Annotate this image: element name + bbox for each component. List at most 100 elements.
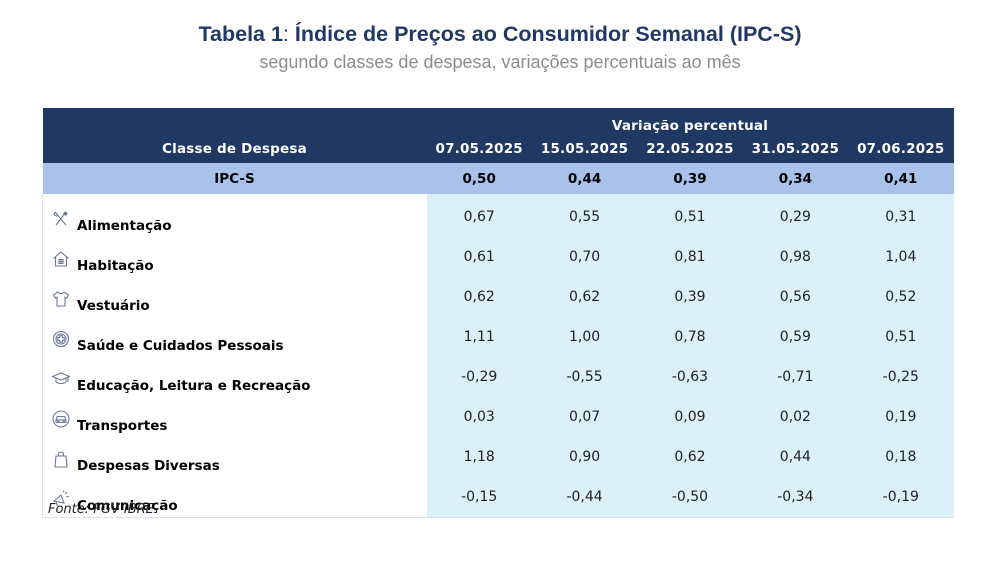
shirt-icon	[51, 289, 71, 311]
row-value: 0,29	[742, 197, 849, 237]
row-label-cell: Habitação	[42, 237, 427, 277]
row-value: 0,67	[426, 197, 532, 237]
table-row: Transportes 0,03 0,07 0,09 0,02 0,19	[42, 397, 954, 437]
row-value: 0,07	[531, 397, 638, 437]
shopping-bag-icon	[51, 449, 71, 471]
header-empty-cell	[42, 108, 427, 134]
row-value: 0,61	[426, 237, 532, 277]
row-value: 0,51	[637, 197, 743, 237]
date-header: 07.06.2025	[848, 134, 954, 163]
row-value: 0,56	[742, 277, 849, 317]
car-icon	[51, 409, 71, 431]
spacer-cell	[637, 194, 743, 197]
row-value: -0,19	[848, 477, 954, 518]
date-header: 15.05.2025	[531, 134, 638, 163]
row-value: -0,71	[742, 357, 849, 397]
row-value: 0,62	[637, 437, 743, 477]
row-value: -0,29	[426, 357, 532, 397]
row-value: -0,34	[742, 477, 849, 518]
cutlery-icon	[51, 209, 71, 231]
row-value: -0,50	[637, 477, 743, 518]
row-value: 1,11	[426, 317, 532, 357]
row-value: 0,44	[742, 437, 849, 477]
table-subtitle: segundo classes de despesa, variações pe…	[259, 52, 741, 72]
header-row-group: Variação percentual	[42, 108, 954, 134]
table-row: Despesas Diversas 1,18 0,90 0,62 0,44 0,18	[42, 437, 954, 477]
row-value: 0,52	[848, 277, 954, 317]
spacer-cell	[42, 194, 427, 197]
summary-value: 0,44	[531, 163, 638, 194]
title-separator: :	[282, 22, 289, 46]
summary-label: IPC-S	[42, 163, 427, 194]
row-value: 0,78	[637, 317, 743, 357]
spacer-cell	[531, 194, 638, 197]
row-value: 0,18	[848, 437, 954, 477]
spacer-cell	[426, 194, 532, 197]
row-value: 0,51	[848, 317, 954, 357]
row-label-cell: Despesas Diversas	[42, 437, 427, 477]
row-label-cell: Comunicação	[42, 477, 427, 518]
row-value: 0,55	[531, 197, 638, 237]
table-row: Vestuário 0,62 0,62 0,39 0,56 0,52	[42, 277, 954, 317]
row-label-cell: Saúde e Cuidados Pessoais	[42, 317, 427, 357]
spacer-cell	[742, 194, 849, 197]
row-label: Habitação	[77, 258, 154, 274]
table-title: Tabela 1: Índice de Preços ao Consumidor…	[0, 22, 1000, 47]
row-value: -0,63	[637, 357, 743, 397]
row-value: 0,81	[637, 237, 743, 277]
row-value: 0,59	[742, 317, 849, 357]
row-label-cell: Alimentação	[42, 197, 427, 237]
megaphone-icon	[51, 489, 71, 511]
table-row: Educação, Leitura e Recreação -0,29 -0,55-…	[42, 357, 954, 397]
header-row-dates: Classe de Despesa 07.05.2025 15.05.2025 …	[42, 134, 954, 163]
row-value: 0,39	[637, 277, 743, 317]
ipc-s-table: Variação percentual Classe de Despesa 07…	[42, 108, 954, 518]
row-label: Despesas Diversas	[77, 458, 220, 474]
row-value: 0,90	[531, 437, 638, 477]
row-label: Comunicação	[77, 498, 178, 514]
table-row: Comunicação -0,15 -0,44 -0,50 -0,34 -0,19	[42, 477, 954, 518]
table-body: Alimentação 0,67 0,55 0,51 0,29 0,31 Habitação…	[42, 197, 954, 518]
title-prefix: Tabela 1	[198, 22, 283, 46]
row-value: 0,70	[531, 237, 638, 277]
table-row: Habitação 0,61 0,70 0,81 0,98 1,04	[42, 237, 954, 277]
date-header: 22.05.2025	[637, 134, 743, 163]
summary-value: 0,41	[848, 163, 954, 194]
row-value: 0,02	[742, 397, 849, 437]
spacer-row	[42, 194, 954, 197]
row-label-cell: Vestuário	[42, 277, 427, 317]
row-value: 0,09	[637, 397, 743, 437]
row-label: Vestuário	[77, 298, 150, 314]
table-row: Alimentação 0,67 0,55 0,51 0,29 0,31	[42, 197, 954, 237]
date-header: 31.05.2025	[742, 134, 849, 163]
summary-value: 0,50	[426, 163, 532, 194]
source-note: Fonte: FGV IBRE	[48, 502, 154, 517]
row-value: 0,31	[848, 197, 954, 237]
class-header: Classe de Despesa	[42, 134, 427, 163]
row-label-cell: Transportes	[42, 397, 427, 437]
house-icon	[51, 249, 71, 271]
row-value: -0,55	[531, 357, 638, 397]
date-header: 07.05.2025	[426, 134, 532, 163]
group-header: Variação percentual	[426, 108, 954, 134]
table-row: Saúde e Cuidados Pessoais 1,11 1,00 0,78 0,5…	[42, 317, 954, 357]
row-value: 0,62	[426, 277, 532, 317]
row-label: Transportes	[77, 418, 168, 434]
row-label-cell: Educação, Leitura e Recreação	[42, 357, 427, 397]
spacer-cell	[848, 194, 954, 197]
title-main: Índice de Preços ao Consumidor Semanal (…	[294, 22, 802, 46]
row-label: Saúde e Cuidados Pessoais	[77, 338, 284, 354]
row-label: Educação, Leitura e Recreação	[77, 378, 311, 394]
row-value: 1,04	[848, 237, 954, 277]
row-value: -0,25	[848, 357, 954, 397]
summary-row: IPC-S 0,50 0,44 0,39 0,34 0,41	[42, 163, 954, 194]
row-value: 1,00	[531, 317, 638, 357]
row-value: 0,98	[742, 237, 849, 277]
summary-value: 0,34	[742, 163, 849, 194]
summary-value: 0,39	[637, 163, 743, 194]
medical-cross-icon	[51, 329, 71, 351]
row-value: 0,19	[848, 397, 954, 437]
row-value: 1,18	[426, 437, 532, 477]
row-value: 0,62	[531, 277, 638, 317]
row-value: 0,03	[426, 397, 532, 437]
